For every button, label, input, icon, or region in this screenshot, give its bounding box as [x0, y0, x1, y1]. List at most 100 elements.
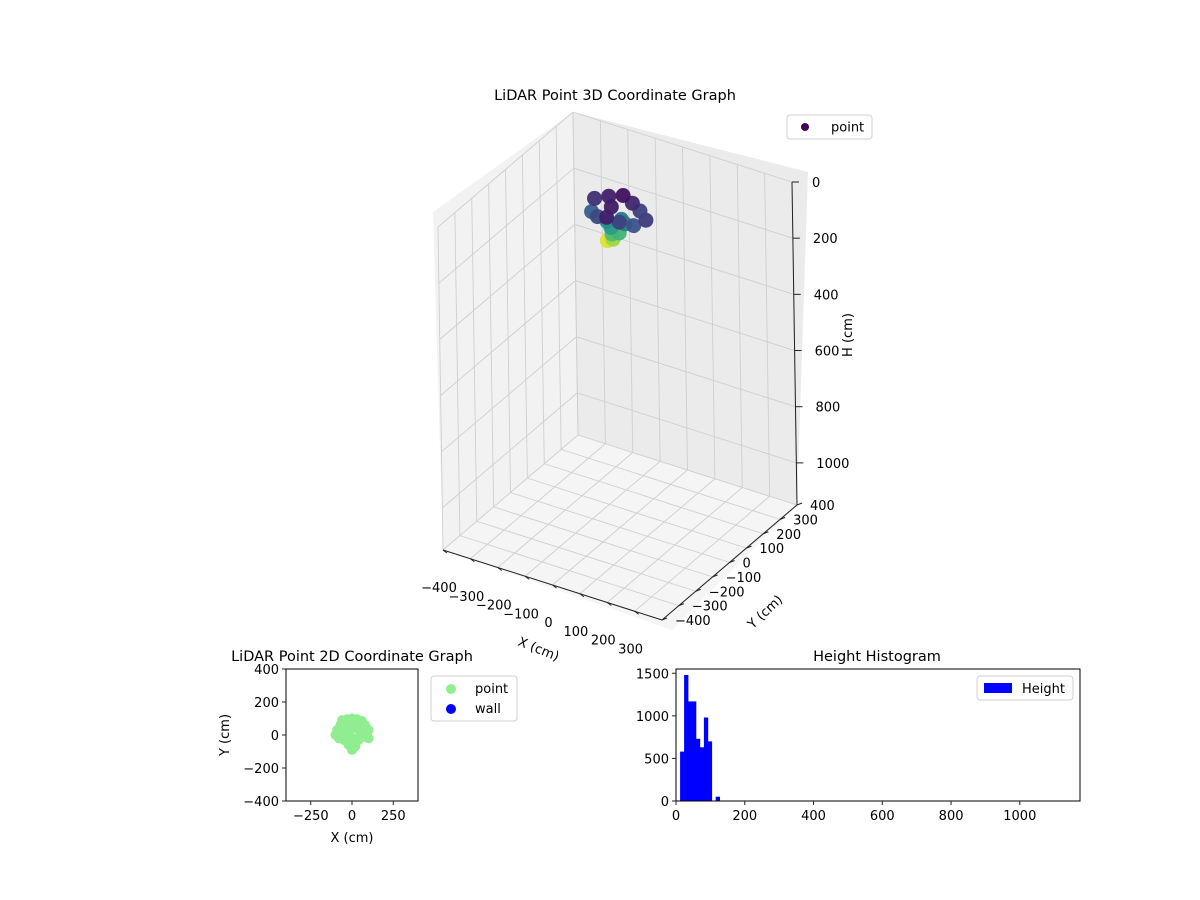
ticks-2d: −250 0 250 −400 −200 0 200 400	[243, 663, 405, 824]
x-tick-3d	[442, 549, 448, 554]
point-3d	[615, 188, 631, 203]
x-tick-label-2d: 0	[348, 809, 356, 824]
grid-3d-line	[476, 520, 696, 592]
grid-3d-line	[488, 183, 495, 507]
y-tick-label-2d: 0	[271, 729, 279, 744]
hist-bar	[703, 717, 709, 801]
grid-3d-line	[572, 111, 793, 183]
y-tick-3d	[746, 545, 752, 549]
chart-2d: LiDAR Point 2D Coordinate Graph −250 0 250…	[218, 649, 518, 846]
grid-3d-line	[654, 138, 661, 462]
title-2d: LiDAR Point 2D Coordinate Graph	[231, 649, 473, 665]
point-3d	[587, 190, 602, 206]
y-tick-label-3d: 0	[743, 557, 751, 572]
y-tick-3d	[729, 560, 735, 563]
y-tick-label-3d: −100	[726, 571, 762, 586]
chart-hist: Height Histogram 0 200 400 600 800 1000 0 500 10…	[636, 649, 1081, 824]
y-tick-label-3d: 400	[810, 499, 835, 514]
point-3d	[611, 214, 627, 230]
z-axis-line-3d	[791, 181, 798, 506]
hist-bar	[715, 796, 720, 801]
grid-3d-line	[437, 111, 574, 228]
x-tick-label-3d: 200	[591, 634, 616, 649]
title-3d: LiDAR Point 3D Coordinate Graph	[494, 88, 736, 104]
y-tick-label-hist: 1000	[636, 710, 669, 725]
y-tick-3d	[661, 617, 668, 621]
y-tick-label-3d: −400	[675, 614, 711, 629]
grid-3d-line	[442, 392, 578, 509]
grid-3d-line	[510, 492, 730, 563]
grid-3d-line	[538, 140, 545, 464]
y-tick-label-3d: 200	[776, 528, 801, 543]
ticks-3d: −400−300−200−1000100200300−400−300−200−1…	[421, 176, 849, 657]
x-tick-3d	[524, 575, 530, 580]
plot-frame-hist	[675, 668, 1081, 802]
legend-2d-point-marker	[446, 684, 456, 694]
point-3d	[603, 199, 619, 215]
x-tick-label-3d: 0	[544, 616, 552, 631]
grid-3d-line	[764, 173, 771, 497]
grid-3d-line	[555, 126, 562, 450]
point-3d	[626, 218, 642, 234]
y-tick-label-3d: 100	[759, 542, 784, 557]
y-tick-3d	[779, 516, 786, 520]
y-tick-label-2d: 400	[254, 663, 279, 678]
y-tick-3d	[712, 574, 718, 578]
grid-3d-line	[560, 448, 781, 520]
x-tick-label-3d: −100	[503, 607, 539, 622]
legend-hist: Height	[976, 675, 1074, 701]
x-tick-label-hist: 400	[801, 809, 826, 824]
grid-3d-line	[576, 336, 796, 408]
xlabel-3d: X (cm)	[516, 635, 561, 665]
points-2d	[330, 713, 374, 755]
x-tick-label-3d: 100	[563, 625, 588, 640]
grid-3d-line	[577, 434, 798, 506]
legend-hist-swatch	[984, 683, 1012, 693]
y-tick-3d	[695, 588, 701, 592]
legend-3d: point	[786, 114, 873, 140]
z-tick-label-3d: 200	[813, 232, 838, 247]
y-tick-3d	[678, 603, 685, 607]
grid-3d-line	[471, 198, 478, 522]
grid-3d-line	[441, 336, 577, 453]
point-2d-point	[348, 733, 359, 744]
x-tick-3d	[606, 602, 612, 606]
hist-bar	[692, 701, 697, 801]
x-tick-3d	[470, 558, 475, 563]
points-3d	[584, 188, 654, 249]
grid-3d-line	[709, 155, 716, 479]
grid-3d-line	[599, 120, 606, 444]
grid-3d-line	[575, 280, 795, 351]
grid-3d-line	[438, 167, 575, 284]
y-tick-label-hist: 1500	[636, 667, 669, 682]
x-tick-3d	[634, 610, 639, 615]
grid-3d-line	[493, 506, 713, 578]
x-tick-label-2d: −250	[293, 809, 329, 824]
y-tick-3d	[796, 502, 803, 506]
grid-3d-line	[521, 155, 528, 479]
y-tick-3d	[763, 531, 769, 535]
y-tick-label-hist: 0	[661, 795, 669, 810]
grid-3d-line	[437, 226, 444, 551]
hist-bar	[680, 751, 685, 801]
point-2d-point	[356, 720, 367, 731]
x-tick-label-hist: 200	[732, 809, 757, 824]
y-tick-label-3d: −300	[692, 600, 728, 615]
grid-3d-line	[573, 167, 794, 239]
x-tick-label-3d: −300	[449, 590, 485, 605]
x-tick-label-3d: −400	[421, 581, 457, 596]
y-tick-label-2d: −400	[243, 795, 279, 810]
x-tick-label-hist: 1000	[1003, 809, 1036, 824]
hist-bar	[684, 675, 689, 801]
z-tick-label-3d: 600	[815, 345, 840, 360]
pane-back-left	[433, 112, 578, 550]
hist-bar	[695, 738, 701, 801]
y-tick-label-2d: −200	[243, 762, 279, 777]
zlabel-3d: H (cm)	[841, 313, 856, 357]
legend-2d-wall-label: wall	[475, 702, 501, 717]
grid-3d-line	[439, 224, 576, 340]
z-tick-label-3d: 800	[816, 401, 841, 416]
point-2d-point	[337, 730, 348, 740]
legend-3d-label: point	[831, 121, 864, 136]
